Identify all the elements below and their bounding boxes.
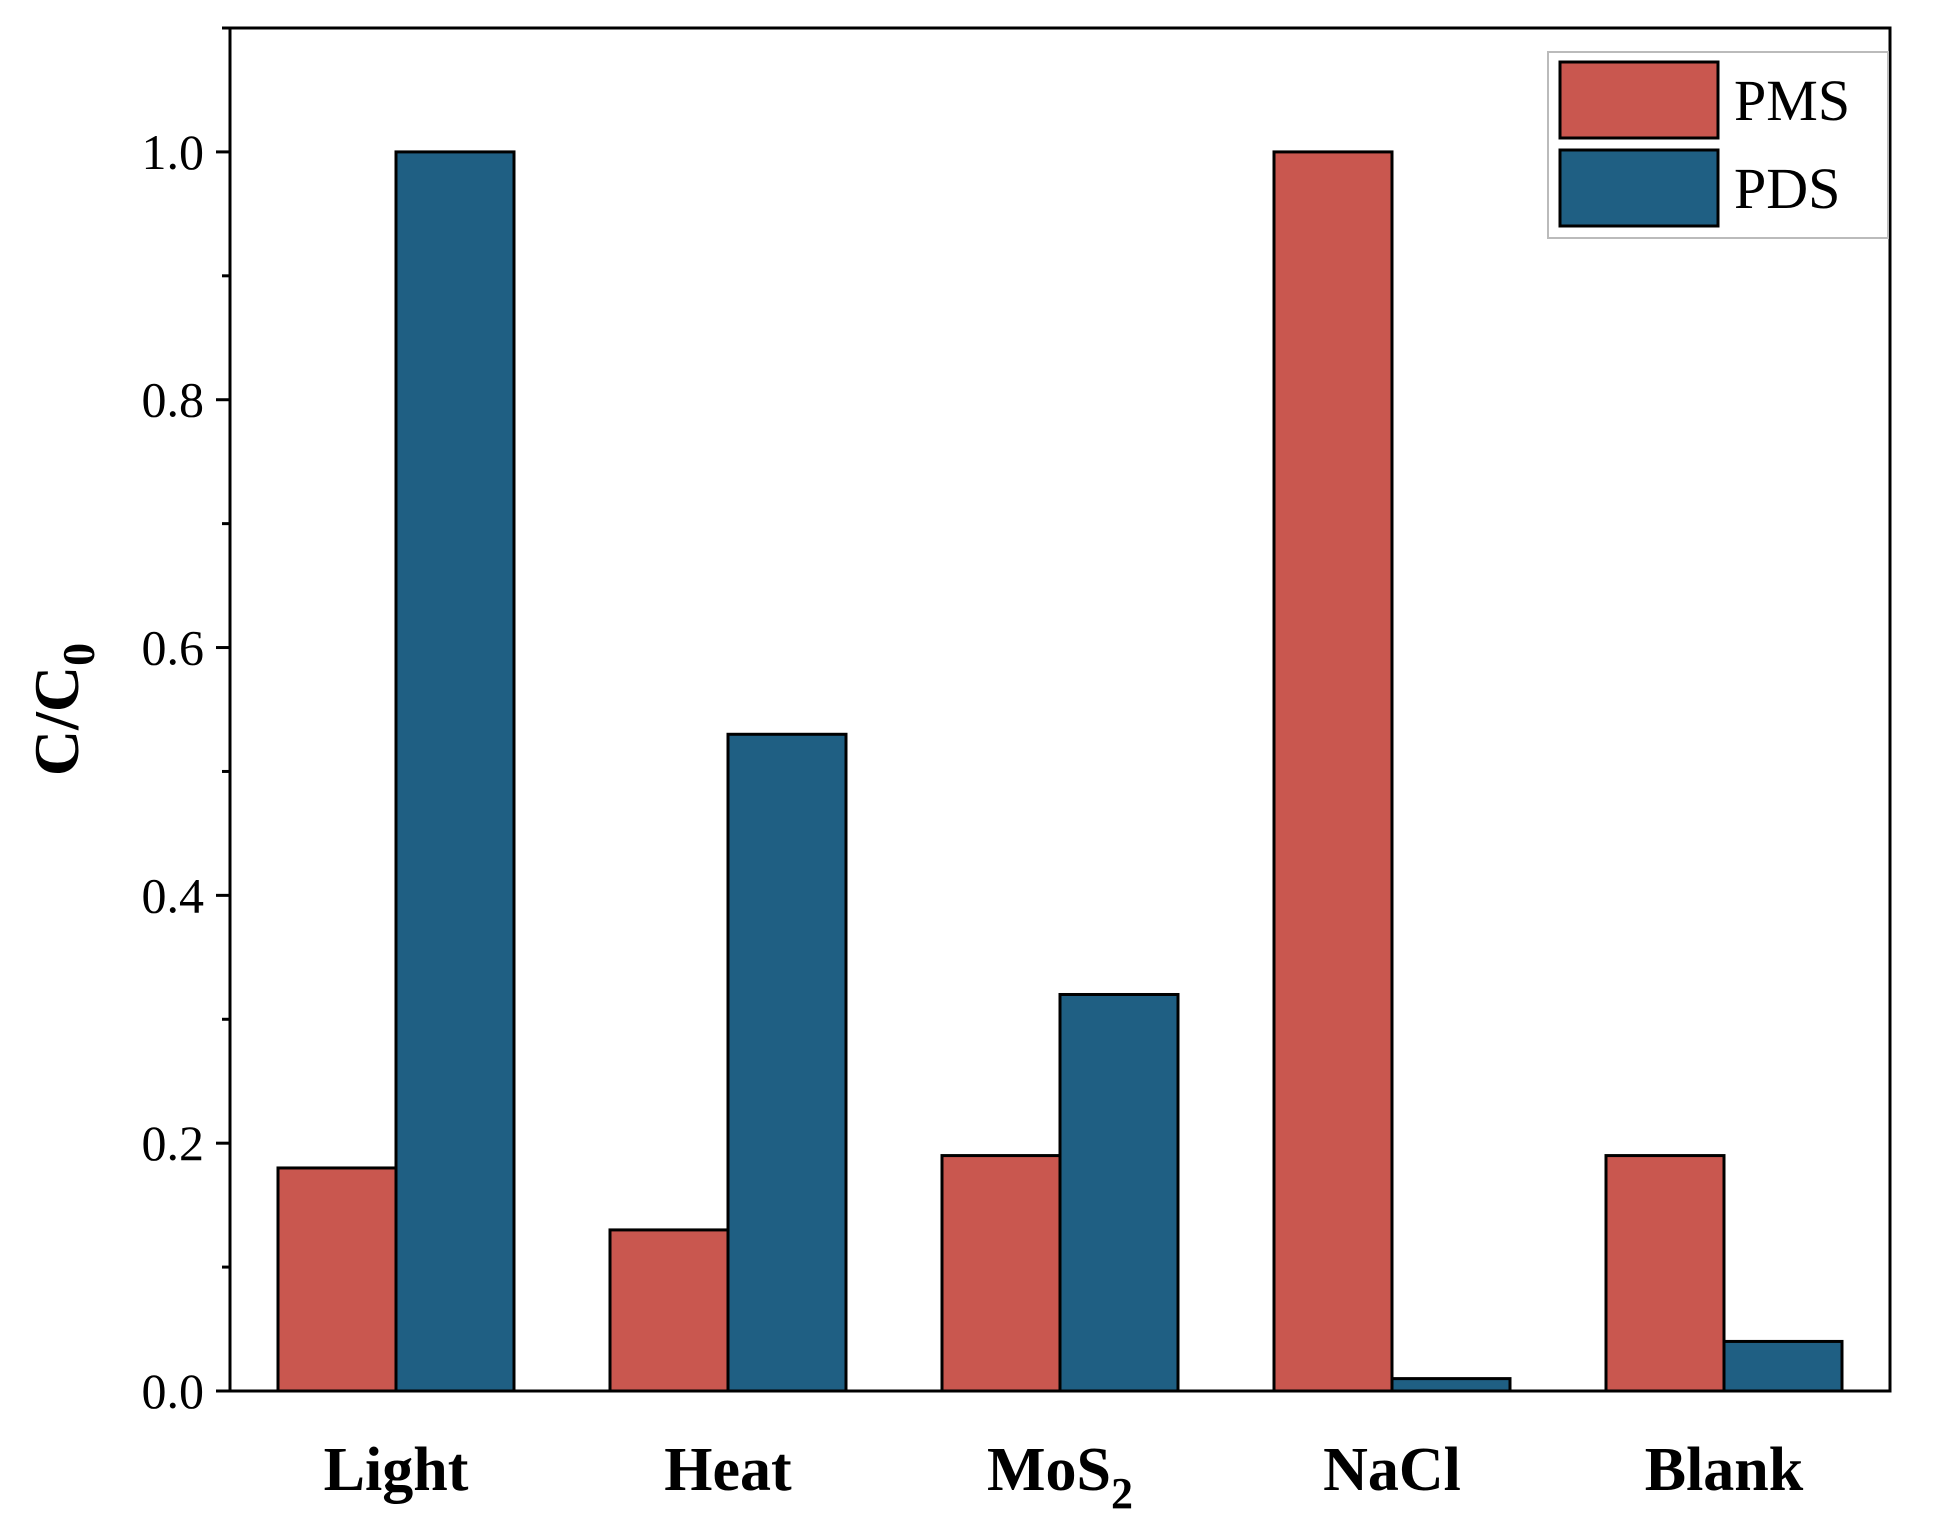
x-category-label: Blank <box>1645 1436 1804 1504</box>
legend-label-pms: PMS <box>1734 68 1850 133</box>
y-tick-label: 0.6 <box>142 620 205 676</box>
x-category-label: MoS2 <box>987 1436 1133 1518</box>
plot-frame <box>228 26 1892 1393</box>
y-tick-label: 0.0 <box>142 1363 205 1419</box>
x-category-label-main: Heat <box>664 1436 792 1504</box>
x-category-label-main: Light <box>324 1436 469 1504</box>
bar-pds-light <box>394 150 516 1393</box>
y-axis-title: C/C0 <box>21 643 104 776</box>
x-category-label-main: Blank <box>1645 1436 1804 1504</box>
bar-pms-mos <box>940 1154 1062 1393</box>
y-tick-label: 0.4 <box>142 867 205 923</box>
x-category-label: NaCl <box>1323 1436 1461 1504</box>
legend-swatch-pms <box>1558 60 1720 140</box>
bar-pms-blank <box>1604 1154 1726 1393</box>
bars-layer <box>276 150 1844 1393</box>
x-category-label-main: MoS <box>987 1436 1111 1504</box>
bar-pds-heat <box>726 732 848 1393</box>
y-tick-label: 0.8 <box>142 372 205 428</box>
x-category-label-main: NaCl <box>1323 1436 1461 1504</box>
bar-pds-mos <box>1058 992 1180 1393</box>
legend: PMS PDS <box>1547 51 1889 239</box>
y-axis-tick-labels: 0.0 0.2 0.4 0.6 0.8 1.0 <box>142 124 205 1419</box>
x-category-label-subscript: 2 <box>1111 1469 1133 1518</box>
x-category-label: Light <box>324 1436 469 1504</box>
bar-pms-nacl <box>1272 150 1394 1393</box>
y-axis-title-main: C/C <box>21 666 92 776</box>
y-tick-label: 0.2 <box>142 1115 205 1171</box>
y-axis-title-subscript: 0 <box>53 643 104 666</box>
y-axis-ticks <box>216 26 230 1393</box>
legend-label-pds: PDS <box>1734 156 1840 221</box>
bar-pms-heat <box>608 1228 730 1393</box>
bar-pds-nacl <box>1390 1377 1512 1393</box>
x-axis-category-labels: Light Heat MoS2 NaCl Blank <box>324 1436 1804 1518</box>
legend-swatch-pds <box>1558 148 1720 228</box>
y-tick-label: 1.0 <box>142 124 205 180</box>
bar-pds-blank <box>1722 1339 1844 1393</box>
bar-pms-light <box>276 1166 398 1393</box>
x-category-label: Heat <box>664 1436 792 1504</box>
